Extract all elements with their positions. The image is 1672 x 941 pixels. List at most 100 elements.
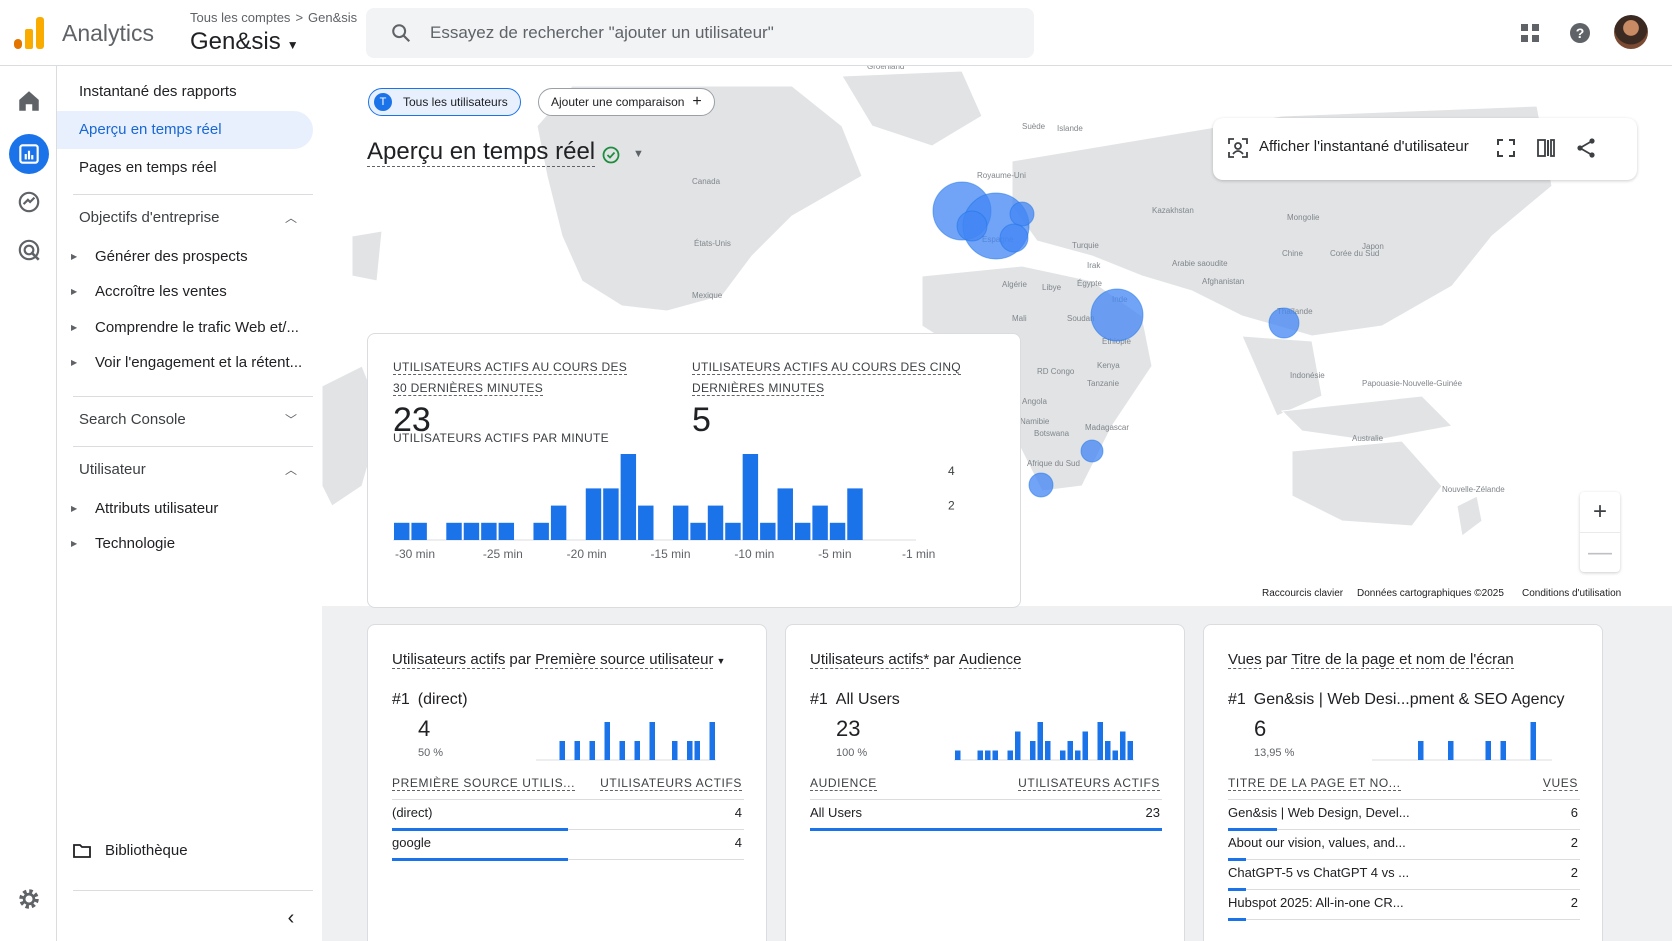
nav-item-leads[interactable]: ▶ Générer des prospects: [57, 239, 313, 275]
column-header-dimension[interactable]: PREMIÈRE SOURCE UTILIS...: [392, 776, 576, 791]
breadcrumb-all-accounts[interactable]: Tous les comptes: [190, 10, 291, 25]
apps-grid-icon[interactable]: [1518, 21, 1542, 45]
chart-bar[interactable]: [760, 522, 776, 540]
map-bubble-germany[interactable]: [1009, 201, 1035, 227]
nav-item-realtime-overview[interactable]: Aperçu en temps réel: [57, 111, 313, 149]
sparkline-bar[interactable]: [604, 722, 611, 760]
table-row-label[interactable]: Gen&sis | Web Design, Devel...: [1228, 805, 1410, 820]
expand-arrow-icon[interactable]: ▶: [71, 504, 78, 513]
chart-bar[interactable]: [725, 522, 741, 540]
sparkline-bar[interactable]: [1418, 741, 1424, 760]
zoom-out-button[interactable]: —: [1580, 532, 1620, 572]
account-breadcrumb[interactable]: Tous les comptes > Gen&sis: [190, 10, 357, 25]
sparkline-bar[interactable]: [1485, 741, 1492, 760]
expand-arrow-icon[interactable]: ▶: [71, 252, 78, 261]
property-name[interactable]: Gen&sis: [190, 28, 281, 55]
chart-bar[interactable]: [672, 505, 689, 540]
table-row-label[interactable]: ChatGPT-5 vs ChatGPT 4 vs ...: [1228, 865, 1410, 880]
chart-bar[interactable]: [585, 488, 602, 540]
chevron-up-icon[interactable]: ︿: [284, 463, 297, 477]
card-dimension-selector[interactable]: Titre de la page et nom de l'écran: [1291, 651, 1514, 669]
chart-bar[interactable]: [742, 454, 759, 540]
sparkline-bar[interactable]: [1127, 741, 1134, 760]
sparkline-bar[interactable]: [1105, 741, 1111, 760]
metric-30min-label[interactable]: UTILISATEURS ACTIFS AU COURS DES 30 DERN…: [393, 360, 628, 396]
breadcrumb-account[interactable]: Gen&sis: [308, 10, 358, 25]
chevron-up-icon[interactable]: ︿: [284, 211, 297, 225]
sparkline-bar[interactable]: [574, 741, 581, 760]
chart-bar[interactable]: [690, 522, 706, 540]
column-header-metric[interactable]: VUES: [1542, 776, 1578, 791]
sparkline-bar[interactable]: [955, 750, 961, 761]
property-selector[interactable]: Gen&sis ▼: [190, 28, 299, 56]
expand-arrow-icon[interactable]: ▶: [71, 287, 78, 296]
chart-bar[interactable]: [620, 454, 637, 540]
sparkline-bar[interactable]: [649, 722, 656, 760]
reports-icon[interactable]: [16, 141, 42, 167]
nav-item-reports-snapshot[interactable]: Instantané des rapports: [79, 83, 237, 100]
chart-bar[interactable]: [394, 522, 410, 540]
map-bubble-thailand[interactable]: [1268, 307, 1300, 339]
chart-bar[interactable]: [411, 522, 427, 540]
nav-group-search-console[interactable]: Search Console ﹀: [57, 400, 313, 440]
sparkline-bar[interactable]: [589, 741, 596, 760]
expand-arrow-icon[interactable]: ▶: [71, 358, 78, 367]
chart-bar[interactable]: [446, 522, 462, 540]
table-row-label[interactable]: Hubspot 2025: All-in-one CR...: [1228, 895, 1404, 910]
column-header-dimension[interactable]: TITRE DE LA PAGE ET NO...: [1228, 776, 1401, 791]
chart-bar[interactable]: [707, 505, 724, 540]
analytics-logo-icon[interactable]: [14, 17, 44, 49]
zoom-in-button[interactable]: +: [1592, 498, 1607, 525]
metric-5min-label[interactable]: UTILISATEURS ACTIFS AU COURS DES CINQ DE…: [692, 360, 961, 396]
advertising-icon[interactable]: [16, 237, 42, 263]
sparkline-bar[interactable]: [1015, 731, 1021, 761]
nav-group-user[interactable]: Utilisateur ︿: [57, 450, 313, 490]
chart-bar[interactable]: [463, 522, 480, 540]
sparkline-bar[interactable]: [1448, 741, 1454, 760]
sparkline-bar[interactable]: [977, 750, 984, 761]
chart-bar[interactable]: [498, 522, 515, 540]
sparkline-bar[interactable]: [1045, 741, 1051, 760]
map-bubble-spain[interactable]: [956, 210, 988, 242]
dropdown-caret-icon[interactable]: ▼: [716, 656, 726, 666]
compare-icon[interactable]: [1535, 137, 1557, 159]
sparkline-bar[interactable]: [1500, 741, 1507, 760]
sparkline-bar[interactable]: [1112, 750, 1119, 761]
sparkline-bar[interactable]: [992, 750, 999, 761]
chart-bar[interactable]: [533, 522, 549, 540]
sparkline-bar[interactable]: [1097, 722, 1104, 760]
table-row-label[interactable]: About our vision, values, and...: [1228, 835, 1406, 850]
map-bubble-saudi[interactable]: [1090, 288, 1144, 342]
sparkline-bar[interactable]: [985, 750, 991, 761]
page-title[interactable]: Aperçu en temps réel: [367, 138, 596, 167]
nav-item-realtime-pages[interactable]: Pages en temps réel: [79, 159, 217, 176]
keyboard-shortcuts-link[interactable]: Raccourcis clavier: [1262, 588, 1344, 599]
chart-bar[interactable]: [603, 488, 619, 540]
avatar[interactable]: [1614, 15, 1648, 49]
share-icon[interactable]: [1575, 137, 1597, 159]
card-dimension-selector[interactable]: Audience: [958, 651, 1022, 669]
chart-bar[interactable]: [777, 488, 793, 540]
nav-group-objectives[interactable]: Objectifs d'entreprise ︿: [57, 198, 313, 238]
add-comparison-button[interactable]: Ajouter une comparaison +: [538, 88, 715, 116]
map-bubble-italy[interactable]: [999, 223, 1029, 253]
expand-arrow-icon[interactable]: ▶: [71, 323, 78, 332]
sparkline-bar[interactable]: [694, 741, 701, 760]
table-row-label[interactable]: google: [392, 835, 432, 850]
nav-item-traffic[interactable]: ▶ Comprendre le trafic Web et/...: [57, 310, 313, 346]
explore-icon[interactable]: [16, 189, 42, 215]
column-header-dimension[interactable]: AUDIENCE: [810, 776, 877, 791]
column-header-metric[interactable]: UTILISATEURS ACTIFS: [600, 776, 742, 791]
chart-bar[interactable]: [794, 522, 811, 540]
sparkline-bar[interactable]: [1075, 750, 1081, 761]
chart-bar[interactable]: [847, 488, 863, 540]
sparkline-bar[interactable]: [634, 741, 641, 760]
nav-item-technology[interactable]: ▶ Technologie: [57, 526, 313, 562]
segment-chip-all-users[interactable]: T Tous les utilisateurs: [368, 88, 521, 116]
chart-bar[interactable]: [812, 505, 828, 540]
sparkline-bar[interactable]: [559, 741, 566, 760]
chart-bar[interactable]: [481, 522, 497, 540]
settings-gear-icon[interactable]: [16, 886, 42, 912]
card-metric-selector[interactable]: Vues: [1228, 651, 1262, 669]
table-row-label[interactable]: All Users: [810, 805, 863, 820]
